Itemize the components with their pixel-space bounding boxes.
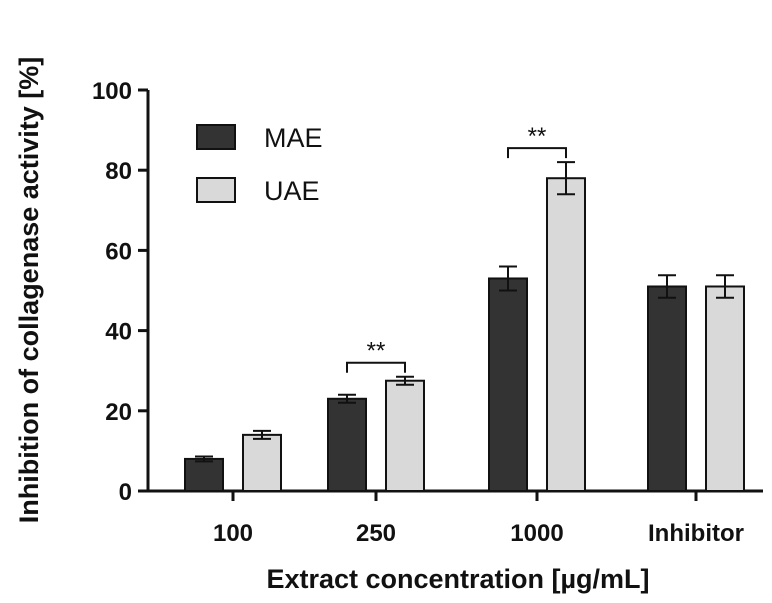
bars xyxy=(184,161,745,493)
legend-swatch-uae xyxy=(196,177,236,203)
bar-uae xyxy=(385,379,425,493)
legend-label-uae: UAE xyxy=(264,176,320,206)
significance-bracket xyxy=(346,361,406,373)
bar-uae xyxy=(705,285,745,492)
bar-uae xyxy=(546,177,586,492)
legend-swatch-mae xyxy=(196,124,236,150)
y-ticks: 0 20 40 60 80 100 xyxy=(92,78,148,506)
bar-mae xyxy=(184,457,224,493)
y-axis-title: Inhibition of collagenase activity [%] xyxy=(14,57,44,524)
bar-uae xyxy=(242,433,282,492)
bar-mae xyxy=(327,397,367,492)
x-ticks: 100 250 1000 Inhibitor xyxy=(213,491,744,547)
bar-mae xyxy=(488,277,528,492)
y-tick-label: 40 xyxy=(105,319,132,346)
significance-label: ** xyxy=(528,123,547,150)
significance-bracket xyxy=(507,147,567,159)
y-tick-label: 60 xyxy=(105,238,132,265)
y-tick-label: 100 xyxy=(92,78,132,105)
x-tick-label: 250 xyxy=(356,520,396,547)
significance-label: ** xyxy=(367,338,386,365)
significance-annotations: ** ** xyxy=(346,123,567,373)
legend-label-mae: MAE xyxy=(264,123,323,153)
x-tick-label: Inhibitor xyxy=(648,520,744,547)
y-tick-label: 20 xyxy=(105,399,132,426)
y-tick-label: 80 xyxy=(105,158,132,185)
x-tick-label: 1000 xyxy=(510,520,563,547)
y-tick-label: 0 xyxy=(119,479,132,506)
bar-mae xyxy=(647,285,687,492)
legend: MAE UAE xyxy=(196,123,323,206)
x-axis-title: Extract concentration [µg/mL] xyxy=(266,564,649,594)
x-tick-label: 100 xyxy=(213,520,253,547)
